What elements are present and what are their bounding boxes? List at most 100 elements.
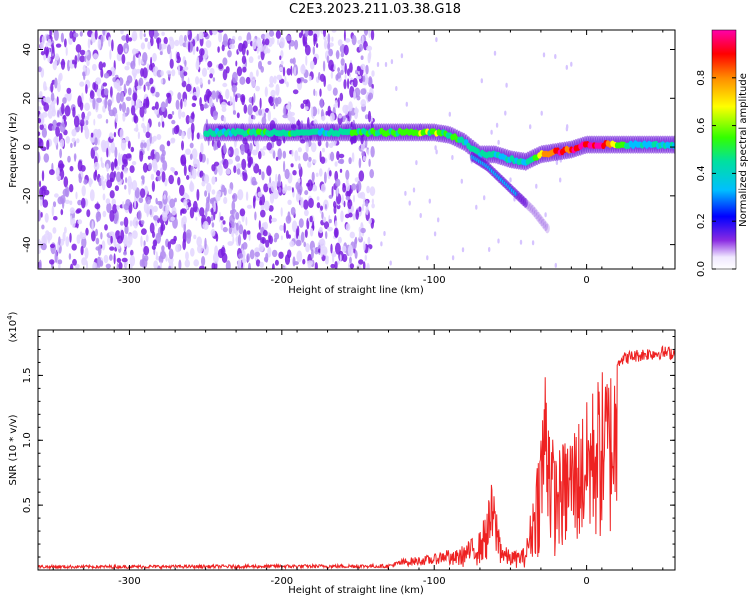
noise-speck: [351, 152, 355, 163]
noise-speck: [228, 226, 233, 235]
noise-speck: [366, 45, 373, 52]
noise-speck: [169, 58, 174, 69]
noise-speck: [102, 82, 108, 87]
noise-speck: [79, 31, 83, 37]
noise-speck: [167, 241, 171, 250]
noise-speck: [314, 185, 318, 192]
noise-speck: [62, 97, 67, 104]
noise-speck: [43, 46, 50, 56]
noise-speck: [43, 53, 46, 61]
noise-speck: [170, 216, 175, 222]
noise-speck: [86, 59, 90, 67]
noise-speck: [120, 221, 124, 226]
noise-speck: [332, 253, 335, 263]
noise-speck: [276, 180, 282, 187]
noise-speck: [117, 43, 124, 55]
noise-speck: [248, 262, 251, 269]
noise-speck: [435, 37, 438, 43]
noise-speck: [495, 122, 499, 128]
noise-speck: [134, 187, 140, 199]
noise-speck: [58, 263, 61, 269]
noise-speck: [152, 135, 157, 142]
noise-speck: [360, 227, 366, 234]
noise-speck: [167, 113, 173, 120]
noise-speck: [284, 76, 287, 85]
noise-speck: [323, 221, 330, 230]
noise-speck: [115, 171, 122, 183]
noise-speck: [43, 233, 48, 246]
noise-speck: [307, 161, 312, 168]
noise-speck: [364, 254, 367, 262]
y-tick-label: 1.0: [22, 432, 33, 448]
noise-speck: [324, 171, 327, 184]
noise-speck: [358, 259, 364, 265]
noise-speck: [233, 86, 236, 98]
noise-speck: [344, 38, 351, 43]
noise-speck: [154, 101, 159, 110]
noise-speck: [291, 187, 294, 193]
noise-speck: [307, 179, 313, 192]
noise-speck: [185, 251, 189, 261]
noise-speck: [77, 95, 82, 108]
noise-speck: [74, 153, 77, 162]
noise-speck: [57, 109, 60, 118]
noise-speck: [308, 75, 312, 82]
noise-speck: [123, 167, 129, 174]
noise-speck: [46, 34, 50, 40]
branch-halo: [526, 201, 532, 212]
noise-speck: [483, 195, 486, 201]
noise-speck: [154, 91, 160, 98]
noise-speck: [286, 185, 292, 191]
noise-speck: [305, 55, 308, 66]
noise-speck: [120, 139, 127, 151]
x-tick-label: -300: [118, 576, 141, 587]
noise-speck: [349, 85, 355, 98]
noise-speck: [298, 218, 304, 228]
noise-speck: [225, 168, 231, 175]
noise-speck: [327, 84, 332, 92]
noise-speck: [278, 251, 284, 259]
noise-speck: [84, 122, 87, 131]
noise-speck: [118, 262, 123, 269]
noise-speck: [73, 115, 80, 128]
noise-speck: [69, 263, 74, 269]
noise-speck: [368, 218, 372, 225]
noise-speck: [243, 104, 248, 114]
noise-speck: [247, 104, 253, 116]
noise-speck: [339, 92, 344, 102]
noise-speck: [228, 146, 234, 158]
noise-speck: [231, 200, 236, 212]
noise-speck: [279, 55, 282, 61]
noise-speck: [123, 236, 128, 248]
noise-speck: [321, 211, 324, 220]
noise-speck: [73, 32, 79, 38]
noise-speck: [451, 255, 455, 261]
noise-speck: [163, 36, 168, 45]
noise-speck: [348, 212, 353, 218]
noise-speck: [65, 136, 71, 144]
noise-speck: [323, 30, 326, 38]
noise-speck: [138, 54, 141, 66]
noise-speck: [84, 102, 90, 112]
noise-speck: [426, 255, 429, 261]
noise-speck: [242, 242, 248, 250]
noise-speck: [319, 98, 324, 109]
noise-speck: [193, 234, 197, 240]
noise-speck: [195, 76, 200, 85]
noise-speck: [175, 244, 181, 253]
noise-speck: [227, 158, 234, 165]
noise-speck: [212, 77, 216, 82]
noise-speck: [104, 97, 108, 109]
noise-speck: [41, 127, 48, 138]
noise-speck: [130, 60, 136, 70]
noise-speck: [143, 102, 146, 108]
noise-speck: [106, 163, 109, 172]
noise-speck: [191, 168, 197, 180]
noise-speck: [242, 229, 247, 241]
noise-speck: [367, 148, 370, 156]
noise-speck: [182, 231, 187, 243]
noise-speck: [41, 111, 48, 118]
noise-speck: [404, 190, 407, 196]
noise-speck: [114, 146, 118, 159]
noise-speck: [325, 231, 328, 239]
